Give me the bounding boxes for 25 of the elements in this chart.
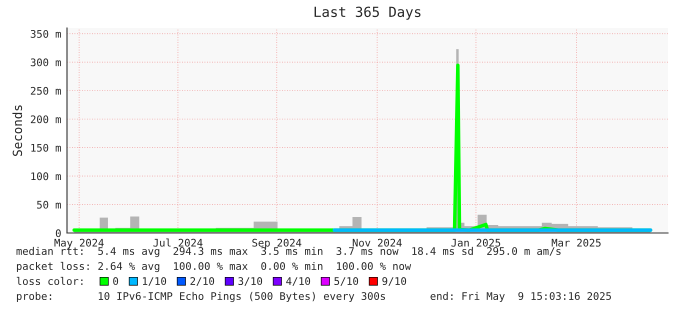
legend-label: 4/10 (286, 277, 310, 286)
x-tick-label: Mar 2025 (552, 238, 601, 247)
legend-label: 5/10 (334, 277, 358, 286)
y-tick-label: 0 (56, 229, 61, 238)
y-tick-label: 300 m (30, 58, 61, 66)
legend-label: 2/10 (190, 277, 214, 286)
text: median rtt: 5.4 ms avg 294.3 ms max 3.5 ms min 3.7 ms now 18.4 ms sd 295.0 m am/s (16, 246, 561, 258)
text: packet loss: 2.64 % avg 100.00 % max 0.00 % min 100.00 % now (16, 262, 412, 272)
y-tick-label: 350 m (30, 30, 61, 38)
legend-label: 9/10 (382, 277, 406, 286)
x-tick-label: Jan 2025 (451, 238, 500, 247)
chart-title: Last 365 Days (314, 6, 420, 20)
y-tick-label: 100 m (31, 172, 61, 180)
legend-label: 1/10 (142, 277, 166, 286)
y-tick-label: 200 m (30, 115, 61, 124)
x-tick-label: Jul 2024 (153, 238, 203, 247)
y-axis-title: Seconds (12, 105, 22, 156)
y-tick-label: 50 m (37, 200, 61, 209)
y-tick-label: 150 m (31, 144, 61, 152)
legend-title: loss color: (16, 276, 82, 286)
y-tick-label: 250 m (30, 86, 61, 95)
legend-label: 0 (113, 277, 118, 286)
legend-label: 3/10 (238, 277, 262, 286)
x-tick-label: Nov 2024 (352, 238, 402, 247)
text: probe: 10 IPv6-ICMP Echo Pings (500 Bytes) every 300s end: Fri May 9 15:03:16 2025 (16, 292, 611, 302)
